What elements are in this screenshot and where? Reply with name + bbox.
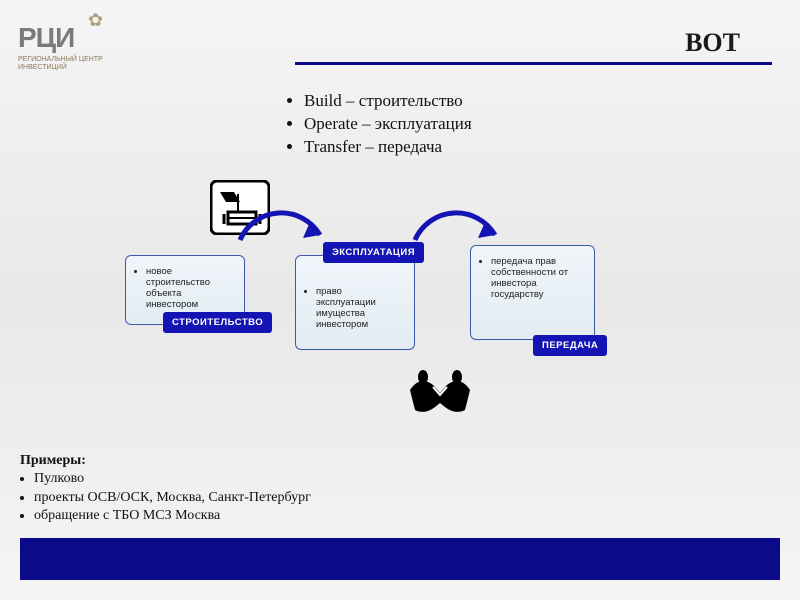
- examples-section: Примеры: Пулково проекты ОСВ/ОСК, Москва…: [20, 452, 311, 525]
- definitions-list: Build – строительство Operate – эксплуат…: [290, 90, 472, 159]
- footer-bar: [20, 538, 780, 580]
- logo: ✿ РЦИ РЕГИОНАЛЬНЫЙ ЦЕНТР ИНВЕСТИЦИЙ: [18, 22, 138, 71]
- stage-box-transfer: передача прав собственности от инвестора…: [470, 245, 595, 340]
- definition-item: Operate – эксплуатация: [304, 113, 472, 136]
- stage-label-operate: ЭКСПЛУАТАЦИЯ: [323, 242, 424, 263]
- example-item: Пулково: [34, 470, 311, 488]
- stage-label-transfer: ПЕРЕДАЧА: [533, 335, 607, 356]
- logo-subtitle: РЕГИОНАЛЬНЫЙ ЦЕНТР ИНВЕСТИЦИЙ: [18, 56, 138, 71]
- logo-ornament-icon: ✿: [88, 10, 103, 31]
- page-title: BOT: [685, 28, 740, 58]
- handshake-icon: [405, 365, 475, 420]
- example-item: проекты ОСВ/ОСК, Москва, Санкт-Петербург: [34, 489, 311, 507]
- examples-title: Примеры:: [20, 452, 311, 470]
- title-underline: [295, 62, 772, 65]
- stage-label-build: СТРОИТЕЛЬСТВО: [163, 312, 272, 333]
- bot-flowchart: новое строительство объекта инвестором С…: [125, 190, 685, 440]
- logo-text: РЦИ: [18, 22, 138, 54]
- example-item: обращение с ТБО МСЗ Москва: [34, 507, 311, 525]
- stage-description: право эксплуатации имущества инвестором: [316, 286, 404, 330]
- arrow-build-to-operate: [225, 180, 335, 260]
- definition-item: Build – строительство: [304, 90, 472, 113]
- stage-box-operate: право эксплуатации имущества инвестором: [295, 255, 415, 350]
- stage-description: новое строительство объекта инвестором: [146, 266, 234, 310]
- stage-description: передача прав собственности от инвестора…: [491, 256, 584, 300]
- definition-item: Transfer – передача: [304, 136, 472, 159]
